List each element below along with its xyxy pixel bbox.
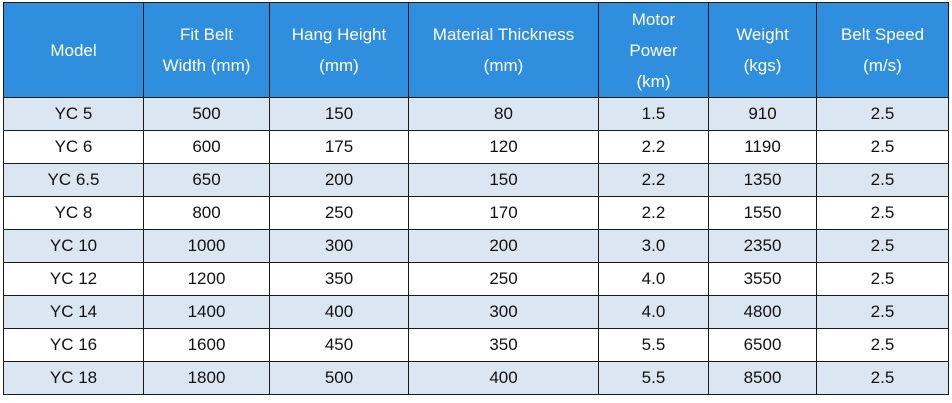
table-body: YC 5 500 150 80 1.5 910 2.5 YC 6 600 175 120 2.2 119…: [3, 97, 949, 395]
column-header-weight: Weight (kgs): [708, 2, 817, 98]
column-header-material-thickness: Material Thickness (mm): [408, 2, 599, 98]
cell-belt-speed: 2.5: [816, 97, 949, 131]
column-header-line: Motor: [631, 9, 676, 29]
column-header-line: (kgs): [743, 56, 782, 75]
cell-weight: 3550: [708, 262, 817, 296]
cell-belt-speed: 2.5: [816, 196, 949, 230]
spec-table: Model Fit Belt Width (mm) Hang Height (mm) Ma…: [3, 2, 949, 395]
cell-fit-belt-width: 500: [143, 97, 270, 131]
cell-model: YC 16: [3, 328, 144, 362]
column-header-model: Model: [3, 2, 144, 98]
column-header-hang-height: Hang Height (mm): [269, 2, 409, 98]
cell-motor-power: 2.2: [598, 163, 709, 197]
cell-hang-height: 350: [269, 262, 409, 296]
cell-motor-power: 5.5: [598, 328, 709, 362]
table-row: YC 8 800 250 170 2.2 1550 2.5: [3, 196, 949, 230]
cell-belt-speed: 2.5: [816, 295, 949, 329]
table-row: YC 14 1400 400 300 4.0 4800 2.5: [3, 295, 949, 329]
cell-motor-power: 4.0: [598, 295, 709, 329]
cell-belt-speed: 2.5: [816, 163, 949, 197]
cell-fit-belt-width: 1400: [143, 295, 270, 329]
column-header-line: Power: [629, 40, 678, 60]
table-row: YC 10 1000 300 200 3.0 2350 2.5: [3, 229, 949, 263]
cell-material-thickness: 300: [408, 295, 599, 329]
cell-weight: 6500: [708, 328, 817, 362]
cell-material-thickness: 150: [408, 163, 599, 197]
cell-fit-belt-width: 800: [143, 196, 270, 230]
cell-weight: 2350: [708, 229, 817, 263]
cell-motor-power: 3.0: [598, 229, 709, 263]
column-header-line: Width (mm): [162, 56, 251, 75]
cell-material-thickness: 400: [408, 361, 599, 395]
cell-model: YC 18: [3, 361, 144, 395]
cell-material-thickness: 120: [408, 130, 599, 164]
cell-hang-height: 200: [269, 163, 409, 197]
cell-model: YC 6.5: [3, 163, 144, 197]
column-header-line: (m/s): [863, 56, 902, 75]
cell-hang-height: 175: [269, 130, 409, 164]
table-row: YC 6.5 650 200 150 2.2 1350 2.5: [3, 163, 949, 197]
cell-motor-power: 5.5: [598, 361, 709, 395]
column-header-line: (mm): [483, 56, 524, 75]
column-header-line: Weight: [736, 25, 789, 44]
column-header-line: (km): [636, 71, 671, 91]
cell-belt-speed: 2.5: [816, 262, 949, 296]
table-row: YC 18 1800 500 400 5.5 8500 2.5: [3, 361, 949, 395]
cell-weight: 1190: [708, 130, 817, 164]
cell-weight: 8500: [708, 361, 817, 395]
cell-hang-height: 250: [269, 196, 409, 230]
column-header-line: Model: [50, 40, 97, 60]
cell-hang-height: 500: [269, 361, 409, 395]
cell-hang-height: 400: [269, 295, 409, 329]
cell-model: YC 14: [3, 295, 144, 329]
table-row: YC 5 500 150 80 1.5 910 2.5: [3, 97, 949, 131]
cell-weight: 1350: [708, 163, 817, 197]
column-header-line: Fit Belt: [180, 25, 233, 44]
cell-fit-belt-width: 1600: [143, 328, 270, 362]
table-row: YC 12 1200 350 250 4.0 3550 2.5: [3, 262, 949, 296]
cell-weight: 4800: [708, 295, 817, 329]
cell-weight: 910: [708, 97, 817, 131]
table-row: YC 6 600 175 120 2.2 1190 2.5: [3, 130, 949, 164]
cell-motor-power: 2.2: [598, 130, 709, 164]
cell-model: YC 5: [3, 97, 144, 131]
cell-belt-speed: 2.5: [816, 130, 949, 164]
column-header-line: (mm): [319, 56, 359, 75]
table-header: Model Fit Belt Width (mm) Hang Height (mm) Ma…: [3, 2, 949, 98]
cell-hang-height: 450: [269, 328, 409, 362]
column-header-line: Hang Height: [291, 25, 387, 44]
cell-fit-belt-width: 650: [143, 163, 270, 197]
cell-motor-power: 2.2: [598, 196, 709, 230]
column-header-line: Belt Speed: [840, 25, 925, 44]
header-row: Model Fit Belt Width (mm) Hang Height (mm) Ma…: [3, 2, 949, 98]
cell-fit-belt-width: 1200: [143, 262, 270, 296]
cell-model: YC 6: [3, 130, 144, 164]
cell-fit-belt-width: 1800: [143, 361, 270, 395]
cell-material-thickness: 170: [408, 196, 599, 230]
table-row: YC 16 1600 450 350 5.5 6500 2.5: [3, 328, 949, 362]
cell-material-thickness: 350: [408, 328, 599, 362]
cell-material-thickness: 250: [408, 262, 599, 296]
cell-belt-speed: 2.5: [816, 229, 949, 263]
column-header-fit-belt-width: Fit Belt Width (mm): [143, 2, 270, 98]
column-header-motor-power: Motor Power (km): [598, 2, 709, 98]
column-header-line: Material Thickness: [432, 25, 575, 44]
cell-weight: 1550: [708, 196, 817, 230]
cell-motor-power: 1.5: [598, 97, 709, 131]
cell-material-thickness: 200: [408, 229, 599, 263]
cell-hang-height: 300: [269, 229, 409, 263]
cell-model: YC 10: [3, 229, 144, 263]
cell-hang-height: 150: [269, 97, 409, 131]
column-header-belt-speed: Belt Speed (m/s): [816, 2, 949, 98]
cell-belt-speed: 2.5: [816, 361, 949, 395]
cell-fit-belt-width: 600: [143, 130, 270, 164]
cell-motor-power: 4.0: [598, 262, 709, 296]
cell-model: YC 12: [3, 262, 144, 296]
cell-fit-belt-width: 1000: [143, 229, 270, 263]
cell-material-thickness: 80: [408, 97, 599, 131]
cell-model: YC 8: [3, 196, 144, 230]
cell-belt-speed: 2.5: [816, 328, 949, 362]
